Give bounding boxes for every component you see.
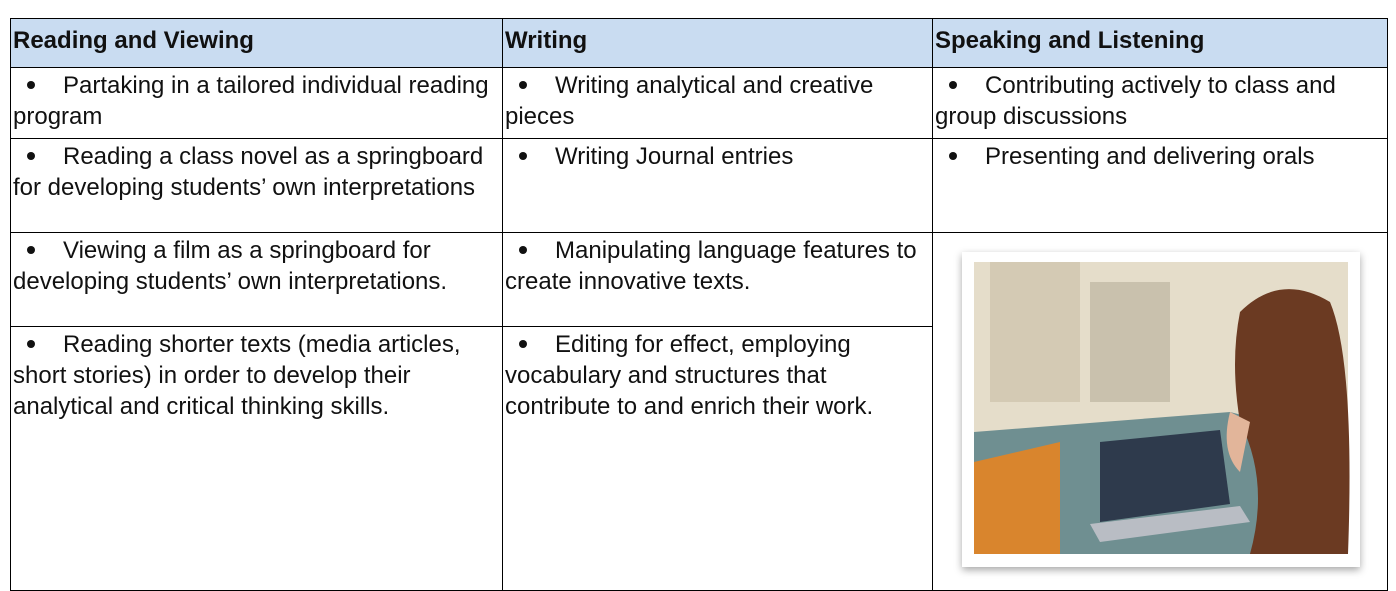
photo <box>962 251 1360 567</box>
row: Reading shorter texts (media articles, s… <box>10 326 1388 591</box>
photo-cell <box>932 232 1388 591</box>
cell: Writing analytical and creative pieces <box>502 67 933 139</box>
cell-text: Presenting and delivering orals <box>985 143 1315 170</box>
header-cell: Reading and Viewing <box>10 18 503 68</box>
header-row: Reading and Viewing Writing Speaking and… <box>10 18 1388 68</box>
cell: Editing for effect, employing vocabulary… <box>502 326 933 591</box>
row: Reading a class novel as a springboard f… <box>10 138 1388 233</box>
cell-text: Contributing actively to class and group… <box>935 72 1336 130</box>
cell: Reading a class novel as a springboard f… <box>10 138 503 233</box>
cell: Viewing a film as a springboard for deve… <box>10 232 503 327</box>
curriculum-table: Reading and Viewing Writing Speaking and… <box>10 18 1388 591</box>
cell: Writing Journal entries <box>502 138 933 233</box>
header-cell: Speaking and Listening <box>932 18 1388 68</box>
cell: Partaking in a tailored individual readi… <box>10 67 503 139</box>
header-cell: Writing <box>502 18 933 68</box>
row: Partaking in a tailored individual readi… <box>10 67 1388 139</box>
row: Viewing a film as a springboard for deve… <box>10 232 1388 591</box>
cell-text: Reading shorter texts (media articles, s… <box>13 331 461 420</box>
cell-text: Writing Journal entries <box>555 143 794 170</box>
cell: Manipulating language features to create… <box>502 232 933 327</box>
cell-text: Manipulating language features to create… <box>505 237 917 295</box>
cell-text: Reading a class novel as a springboard f… <box>13 143 484 201</box>
cell: Reading shorter texts (media articles, s… <box>10 326 503 591</box>
cell-text: Viewing a film as a springboard for deve… <box>13 237 448 295</box>
cell-text: Partaking in a tailored individual readi… <box>13 72 489 130</box>
cell: Contributing actively to class and group… <box>932 67 1388 139</box>
cell: Presenting and delivering orals <box>932 138 1388 233</box>
cell-text: Writing analytical and creative pieces <box>505 72 874 130</box>
cell-text: Editing for effect, employing vocabulary… <box>505 331 874 420</box>
